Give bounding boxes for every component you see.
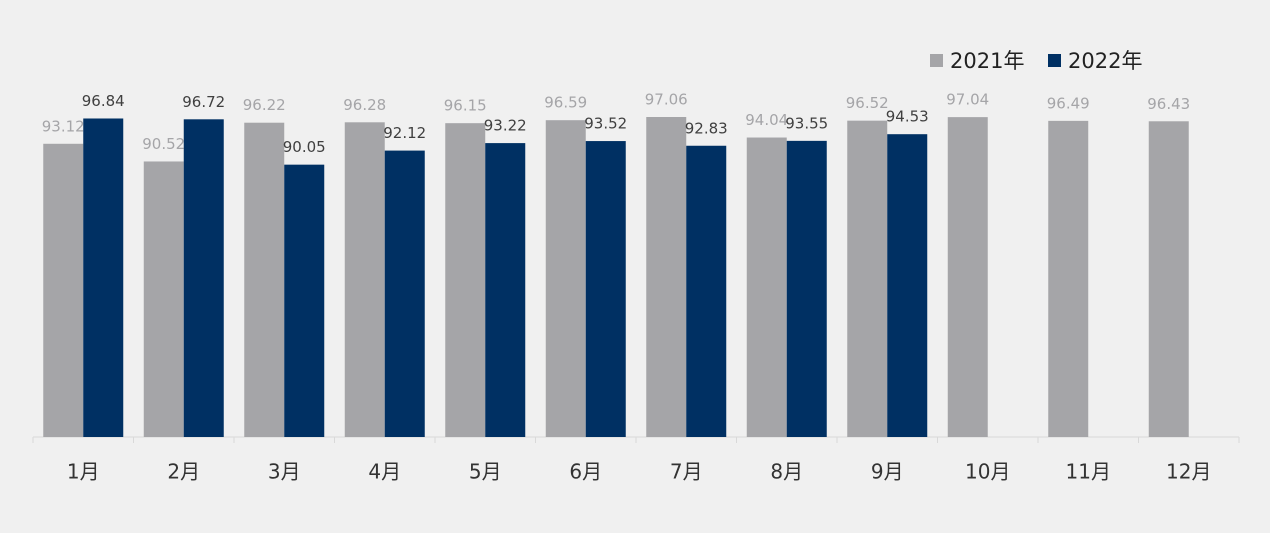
bar — [786, 140, 827, 438]
value-label: 96.22 — [243, 96, 286, 114]
bar — [43, 143, 84, 437]
bar — [1148, 121, 1189, 437]
bar — [83, 118, 124, 437]
value-label: 92.83 — [685, 119, 728, 137]
bar — [686, 145, 727, 438]
value-label: 96.15 — [444, 97, 487, 115]
legend-label: 2022年 — [1068, 49, 1142, 73]
bar — [143, 161, 184, 438]
x-tick-label: 4月 — [368, 460, 401, 484]
x-tick-label: 8月 — [770, 460, 803, 484]
x-tick-label: 3月 — [268, 460, 301, 484]
value-label: 94.53 — [886, 108, 929, 126]
bar — [384, 150, 425, 438]
value-label: 96.84 — [82, 92, 125, 110]
x-tick-label: 12月 — [1166, 460, 1211, 484]
x-tick-label: 1月 — [67, 460, 100, 484]
value-label: 96.49 — [1047, 94, 1090, 112]
value-label: 96.43 — [1147, 95, 1190, 113]
legend-label: 2021年 — [950, 49, 1024, 73]
legend-swatch — [930, 54, 943, 67]
bar — [1048, 120, 1089, 438]
x-tick-label: 2月 — [167, 460, 200, 484]
value-label: 92.12 — [383, 124, 426, 142]
value-label: 96.59 — [544, 94, 587, 112]
bar — [887, 134, 928, 438]
value-label: 93.22 — [484, 117, 527, 135]
bar — [244, 122, 285, 437]
value-label: 93.55 — [785, 114, 828, 132]
value-label: 90.52 — [142, 135, 185, 153]
x-tick-label: 11月 — [1066, 460, 1111, 484]
bar — [485, 143, 526, 437]
x-tick-label: 10月 — [965, 460, 1010, 484]
x-tick-label: 7月 — [670, 460, 703, 484]
value-label: 94.04 — [745, 111, 788, 129]
bar — [585, 141, 626, 437]
value-label: 96.52 — [846, 94, 889, 112]
value-label: 96.72 — [182, 93, 225, 111]
value-label: 93.12 — [42, 117, 85, 135]
bar — [947, 117, 988, 438]
x-tick-label: 9月 — [871, 460, 904, 484]
bar — [445, 123, 486, 438]
value-label: 97.06 — [645, 90, 688, 108]
value-label: 93.52 — [584, 115, 627, 133]
x-tick-label: 6月 — [569, 460, 602, 484]
value-label: 90.05 — [283, 138, 326, 156]
bar — [545, 120, 586, 438]
value-label: 96.28 — [343, 96, 386, 114]
value-label: 97.04 — [946, 91, 989, 109]
bar — [646, 116, 687, 437]
bar — [746, 137, 787, 437]
bar — [284, 164, 325, 437]
x-tick-label: 5月 — [469, 460, 502, 484]
bar — [847, 120, 888, 437]
bar — [183, 119, 224, 437]
bar — [344, 122, 385, 438]
legend-swatch — [1048, 54, 1061, 67]
